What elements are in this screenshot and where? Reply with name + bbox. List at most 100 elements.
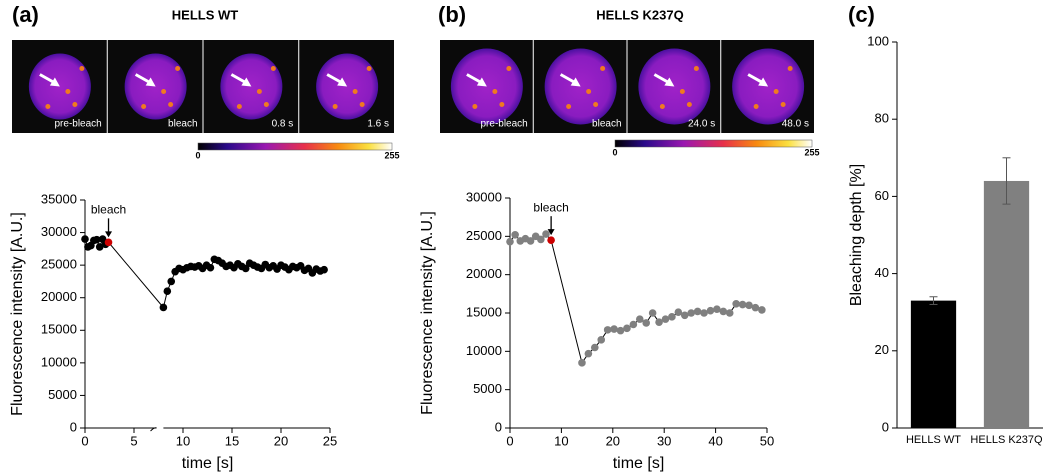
arrow-head bbox=[145, 77, 156, 87]
spot bbox=[236, 104, 242, 109]
y-axis-label: Bleaching depth [%] bbox=[848, 164, 865, 306]
data-point bbox=[738, 300, 747, 309]
data-point bbox=[648, 309, 657, 317]
y-tick-label: 0 bbox=[70, 419, 77, 434]
frame-caption: bleach bbox=[168, 119, 197, 130]
data-point bbox=[603, 326, 612, 334]
frame-caption: pre-bleach bbox=[54, 119, 101, 130]
y-tick-label: 20000 bbox=[41, 289, 77, 304]
x-tick-label: 5 bbox=[130, 433, 137, 448]
spot bbox=[693, 66, 699, 71]
spot bbox=[332, 104, 338, 109]
spot bbox=[753, 104, 759, 109]
spot bbox=[679, 89, 685, 94]
data-point bbox=[725, 309, 734, 317]
spot bbox=[600, 66, 606, 71]
data-point bbox=[159, 303, 168, 312]
spot bbox=[780, 102, 786, 107]
colorbar bbox=[197, 142, 393, 151]
arrow-head bbox=[758, 77, 769, 87]
y-tick-label: 5000 bbox=[473, 381, 502, 396]
y-tick-label: 80 bbox=[875, 111, 889, 126]
arrow-head bbox=[337, 77, 348, 87]
colorbar-tick-label: 255 bbox=[804, 147, 819, 157]
data-point bbox=[674, 308, 683, 317]
x-tick-label: 15 bbox=[225, 433, 239, 448]
frame-caption: 24.0 s bbox=[688, 119, 715, 130]
y-tick-label: 30000 bbox=[466, 189, 502, 204]
data-point bbox=[511, 231, 519, 239]
spot bbox=[787, 66, 793, 71]
spot bbox=[566, 104, 572, 109]
x-tick-label: HELLS WT bbox=[906, 434, 961, 446]
spot bbox=[359, 102, 365, 107]
spot bbox=[499, 102, 505, 107]
data-point bbox=[597, 336, 606, 344]
colorbar bbox=[614, 139, 813, 148]
frame-caption: 1.6 s bbox=[367, 119, 389, 130]
spot bbox=[773, 89, 779, 94]
arrow-head bbox=[49, 77, 60, 87]
colorbar-tick-label: 0 bbox=[195, 150, 200, 160]
axis-break bbox=[150, 427, 157, 432]
spot bbox=[141, 104, 147, 109]
y-tick-label: 20 bbox=[875, 342, 889, 357]
data-point bbox=[591, 343, 599, 352]
x-tick-label: 30 bbox=[657, 433, 671, 448]
arrow-head bbox=[241, 77, 252, 87]
x-tick-label: 20 bbox=[606, 433, 620, 448]
y-axis-label: Fluorescence intensity [A.U.] bbox=[419, 211, 436, 415]
colorbar-tick-label: 255 bbox=[384, 150, 399, 160]
y-tick-label: 15000 bbox=[41, 322, 77, 337]
spot bbox=[593, 102, 599, 107]
x-tick-label: HELLS K237Q bbox=[970, 434, 1043, 446]
data-point bbox=[635, 315, 644, 323]
data-point bbox=[693, 307, 702, 316]
spot bbox=[263, 102, 269, 107]
data-point bbox=[680, 311, 689, 320]
arrow-head bbox=[664, 77, 675, 87]
spot bbox=[175, 66, 181, 71]
panel-label: (b) bbox=[438, 2, 466, 27]
colorbar-tick-label: 0 bbox=[612, 147, 617, 157]
data-point bbox=[745, 301, 753, 310]
spot bbox=[659, 104, 665, 109]
spot bbox=[270, 66, 276, 71]
y-tick-label: 35000 bbox=[41, 191, 77, 206]
data-point bbox=[167, 277, 176, 286]
arrow-head bbox=[476, 77, 487, 87]
frame-caption: pre-bleach bbox=[480, 119, 527, 130]
spot bbox=[45, 104, 51, 109]
y-tick-label: 100 bbox=[867, 33, 889, 48]
x-tick-label: 10 bbox=[176, 433, 190, 448]
data-point bbox=[623, 324, 631, 333]
panel-title: HELLS K237Q bbox=[596, 7, 683, 22]
data-point bbox=[578, 359, 586, 367]
data-point bbox=[241, 264, 250, 273]
x-tick-label: 50 bbox=[760, 433, 774, 448]
y-tick-label: 15000 bbox=[466, 304, 502, 319]
data-point bbox=[706, 306, 715, 315]
spot bbox=[366, 66, 372, 71]
data-point bbox=[506, 237, 514, 246]
data-point bbox=[655, 318, 663, 327]
data-point bbox=[629, 320, 638, 329]
y-tick-label: 25000 bbox=[466, 228, 502, 243]
data-point bbox=[81, 235, 89, 243]
panel-label: (c) bbox=[848, 2, 875, 27]
data-point bbox=[584, 349, 593, 358]
data-point bbox=[104, 238, 113, 247]
x-axis-label: time [s] bbox=[613, 455, 665, 472]
spot bbox=[352, 89, 358, 94]
data-point bbox=[537, 235, 545, 244]
y-tick-label: 0 bbox=[495, 419, 502, 434]
spot bbox=[686, 102, 692, 107]
spot bbox=[79, 66, 85, 71]
y-tick-label: 30000 bbox=[41, 224, 77, 239]
annotation: bleach bbox=[533, 200, 568, 214]
data-line bbox=[509, 233, 763, 365]
frame-caption: 0.8 s bbox=[272, 119, 294, 130]
annotation: bleach bbox=[91, 203, 126, 217]
data-point bbox=[92, 235, 101, 244]
data-point bbox=[732, 300, 740, 308]
